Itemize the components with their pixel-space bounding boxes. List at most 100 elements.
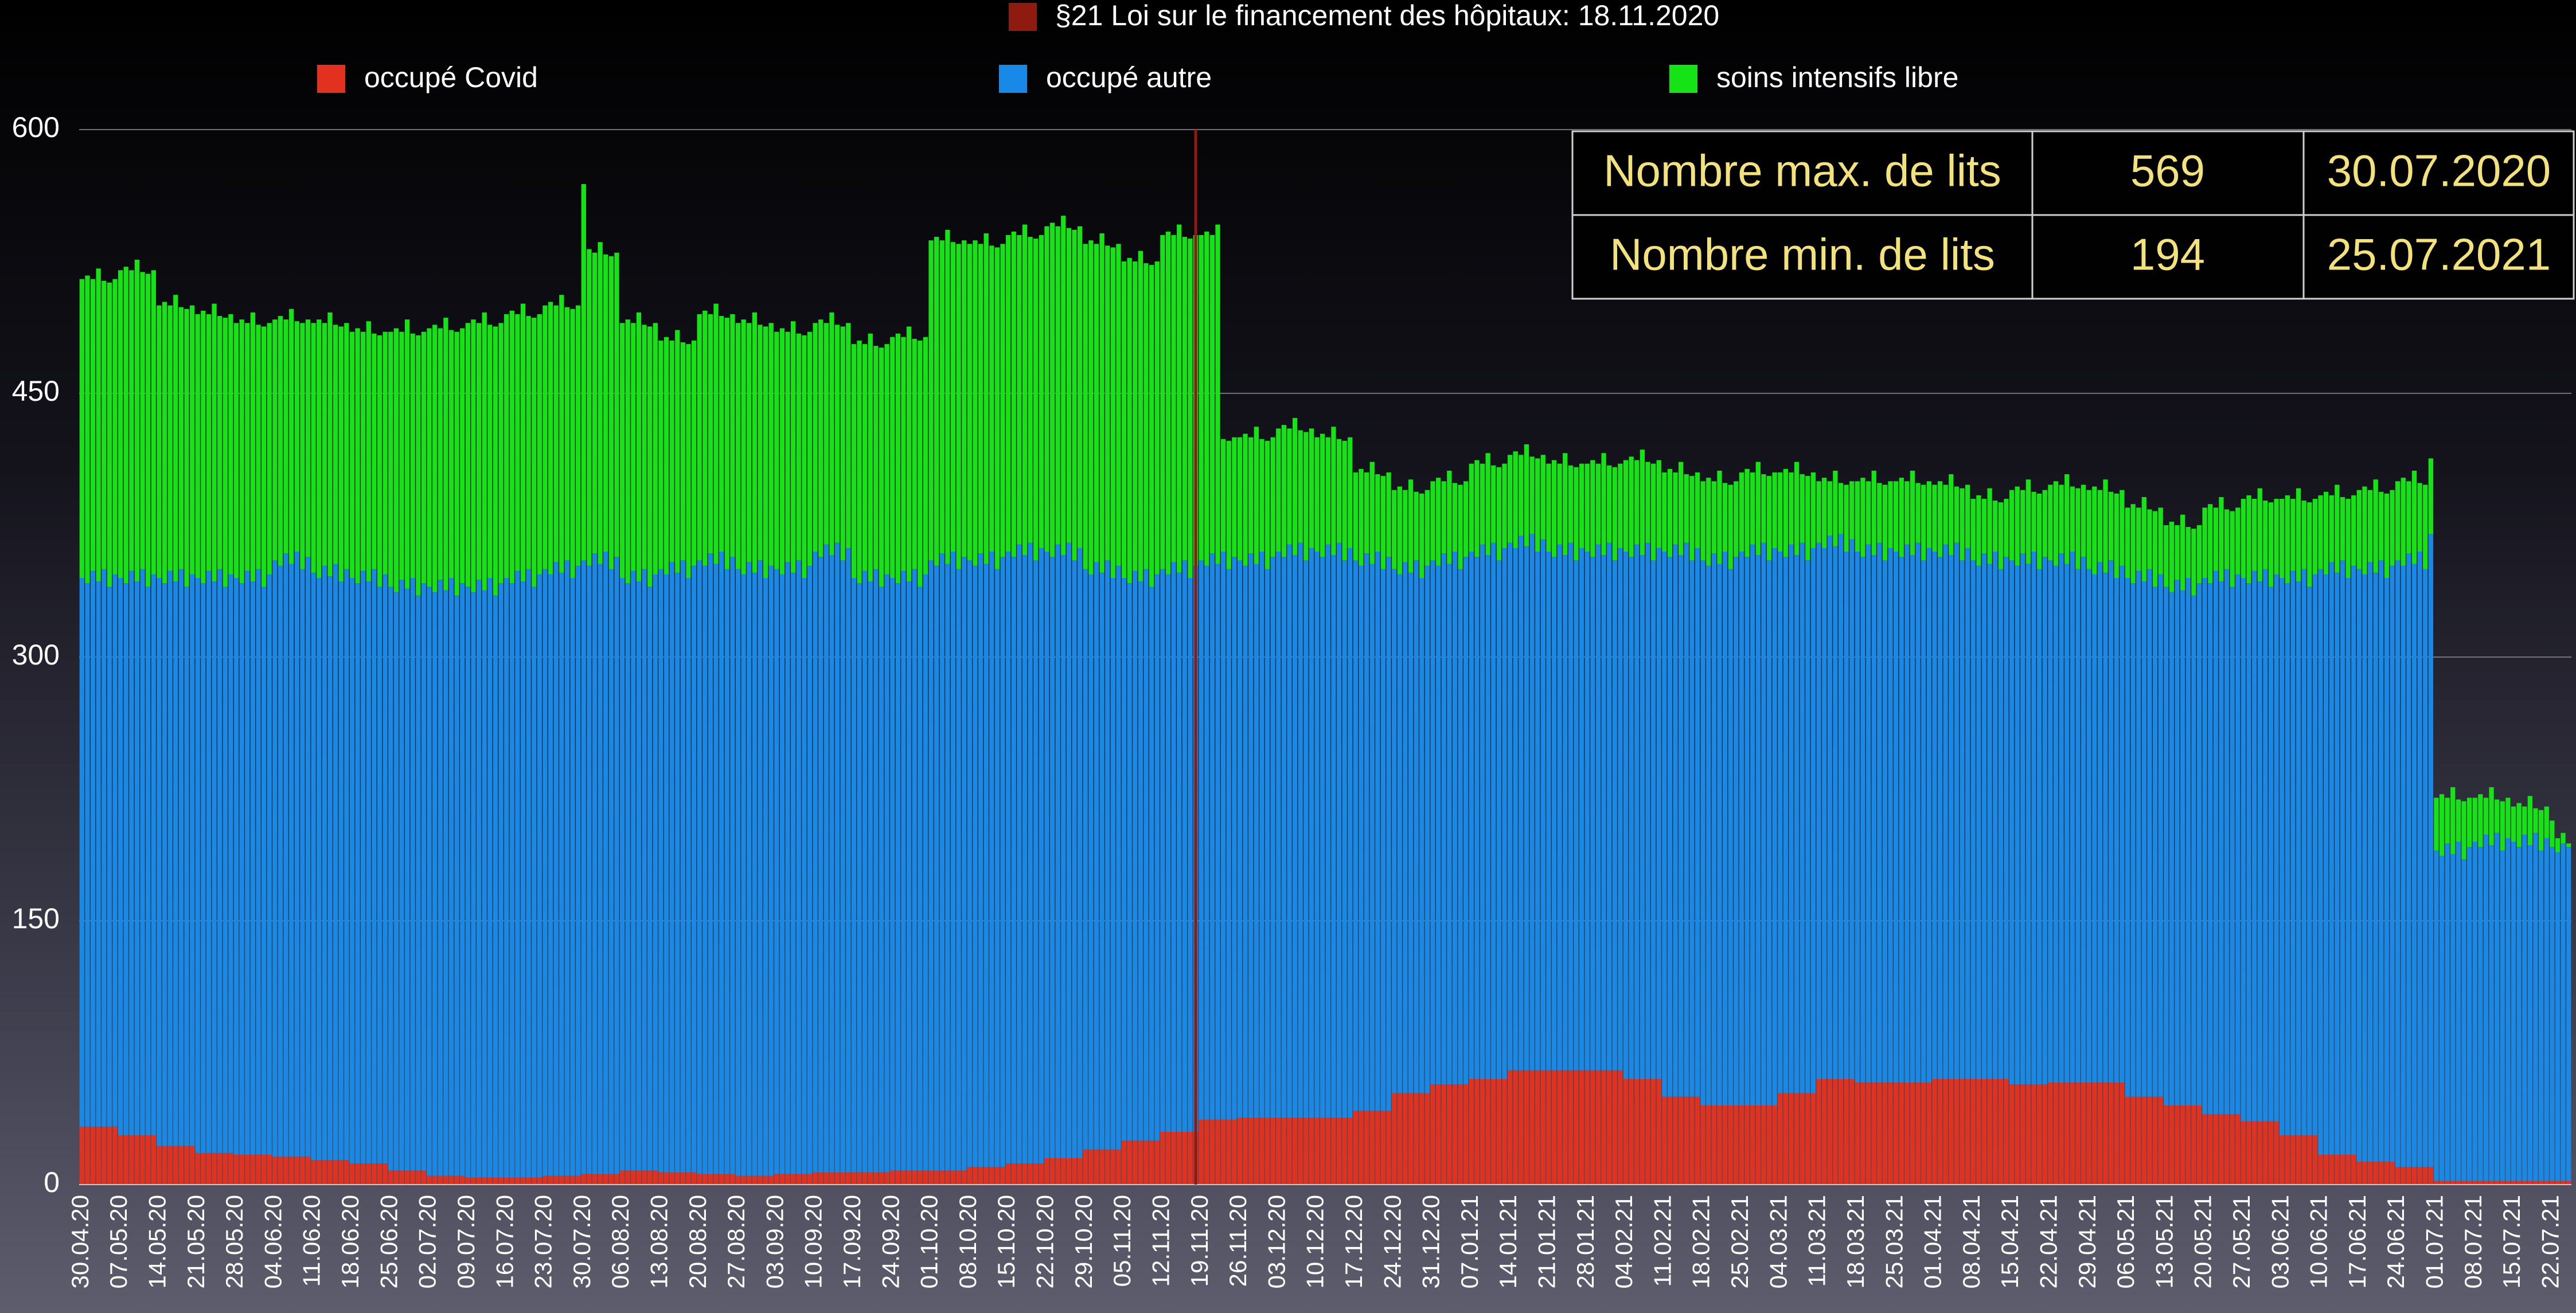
bar-segment (1364, 553, 1369, 1111)
bar-segment (785, 331, 790, 562)
bar-segment (1584, 552, 1590, 1070)
bar-segment (2285, 583, 2290, 1136)
bar-segment (2004, 557, 2009, 1079)
x-tick-label: 22.10.20 (1032, 1195, 1059, 1289)
bar-segment (448, 330, 454, 578)
bar-segment (1789, 544, 1794, 1093)
bar-segment (167, 305, 173, 571)
bar-segment (493, 326, 498, 596)
bar-segment (173, 295, 178, 582)
bar-segment (2401, 478, 2406, 566)
bar-segment (857, 1172, 862, 1185)
bar-segment (1408, 479, 1414, 573)
bar-segment (1392, 569, 1397, 1093)
bar-segment (741, 574, 746, 1176)
bar-segment (603, 254, 608, 552)
bar-segment (1292, 417, 1298, 556)
bar-segment (223, 587, 228, 1153)
bar-segment (1149, 265, 1154, 587)
bar-segment (2037, 493, 2042, 569)
bar-segment (2114, 578, 2119, 1083)
bar-segment (1794, 462, 1800, 556)
bar-segment (393, 1170, 399, 1185)
bar-segment (112, 1126, 118, 1185)
bar-segment (1838, 534, 1844, 1079)
bar-segment (1800, 542, 1805, 1093)
bar-segment (548, 302, 553, 575)
bar-segment (2390, 1162, 2395, 1185)
x-tick-label: 17.09.20 (838, 1195, 865, 1289)
bar-segment (2423, 484, 2428, 569)
bar-segment (950, 242, 956, 552)
bar-segment (1336, 542, 1342, 1118)
bar-segment (730, 557, 735, 1174)
bar-segment (1099, 572, 1104, 1150)
bar-segment (1568, 542, 1574, 1070)
bar-segment (366, 581, 371, 1164)
bar-segment (1860, 1083, 1865, 1185)
bar-segment (846, 548, 851, 1173)
bar-segment (1778, 552, 1783, 1093)
bar-segment (647, 326, 653, 587)
bar-segment (520, 1177, 526, 1185)
bar-segment (1650, 463, 1656, 561)
bar-segment (2362, 1162, 2367, 1185)
bar-segment (1540, 455, 1545, 540)
bar-segment (1309, 428, 1314, 548)
bar-segment (1998, 569, 2003, 1079)
bar-segment (283, 1156, 288, 1185)
bar-segment (1833, 546, 1838, 1079)
bar-segment (1419, 578, 1424, 1093)
x-tick-label: 18.06.20 (337, 1195, 364, 1289)
bar-segment (1816, 542, 1821, 1079)
bar-segment (349, 331, 355, 578)
bar-segment (840, 560, 845, 1173)
bar-segment (1557, 1070, 1562, 1185)
bar-segment (818, 319, 823, 557)
bar-segment (1695, 1096, 1700, 1185)
bar-segment (2025, 564, 2031, 1085)
bar-segment (2125, 507, 2130, 578)
bar-segment (2059, 553, 2064, 1083)
bar-segment (1165, 231, 1171, 575)
bar-segment (1502, 548, 1507, 1079)
bar-segment (1744, 1105, 1750, 1185)
bar-segment (123, 583, 128, 1136)
bar-segment (2120, 490, 2125, 566)
bar-segment (2130, 1096, 2136, 1185)
bar-segment (333, 325, 338, 564)
bar-segment (1700, 481, 1705, 561)
x-tick-label: 22.07.21 (2536, 1195, 2563, 1289)
bar-segment (1882, 484, 1888, 561)
bar-segment (1871, 555, 1876, 1083)
bar-segment (570, 578, 575, 1176)
bar-segment (1711, 481, 1716, 554)
bar-segment (1899, 557, 1904, 1083)
bar-segment (2280, 499, 2285, 578)
bar-segment (774, 1174, 779, 1185)
bar-segment (1369, 564, 1375, 1111)
bar-segment (2406, 553, 2411, 1167)
bar-segment (1254, 427, 1259, 564)
bar-segment (2274, 574, 2279, 1121)
bar-segment (201, 310, 206, 584)
bar-segment (2500, 801, 2505, 851)
bar-segment (581, 1174, 586, 1185)
bar-segment (1568, 465, 1574, 543)
x-tick-label: 11.02.21 (1649, 1195, 1676, 1287)
bar-segment (1474, 460, 1480, 557)
bar-segment (1127, 1140, 1132, 1185)
bar-segment (317, 1160, 322, 1185)
bar-segment (807, 1174, 813, 1185)
bar-segment (1662, 1096, 1667, 1185)
bar-segment (278, 1156, 283, 1185)
bar-segment (2516, 803, 2522, 847)
bar-segment (460, 583, 465, 1176)
bar-segment (2555, 852, 2561, 1181)
bar-segment (542, 1175, 548, 1185)
bar-segment (233, 1154, 239, 1185)
bar-segment (1755, 555, 1761, 1105)
bar-segment (1513, 451, 1518, 548)
bar-segment (1469, 1079, 1474, 1185)
bar-segment (2213, 507, 2218, 571)
